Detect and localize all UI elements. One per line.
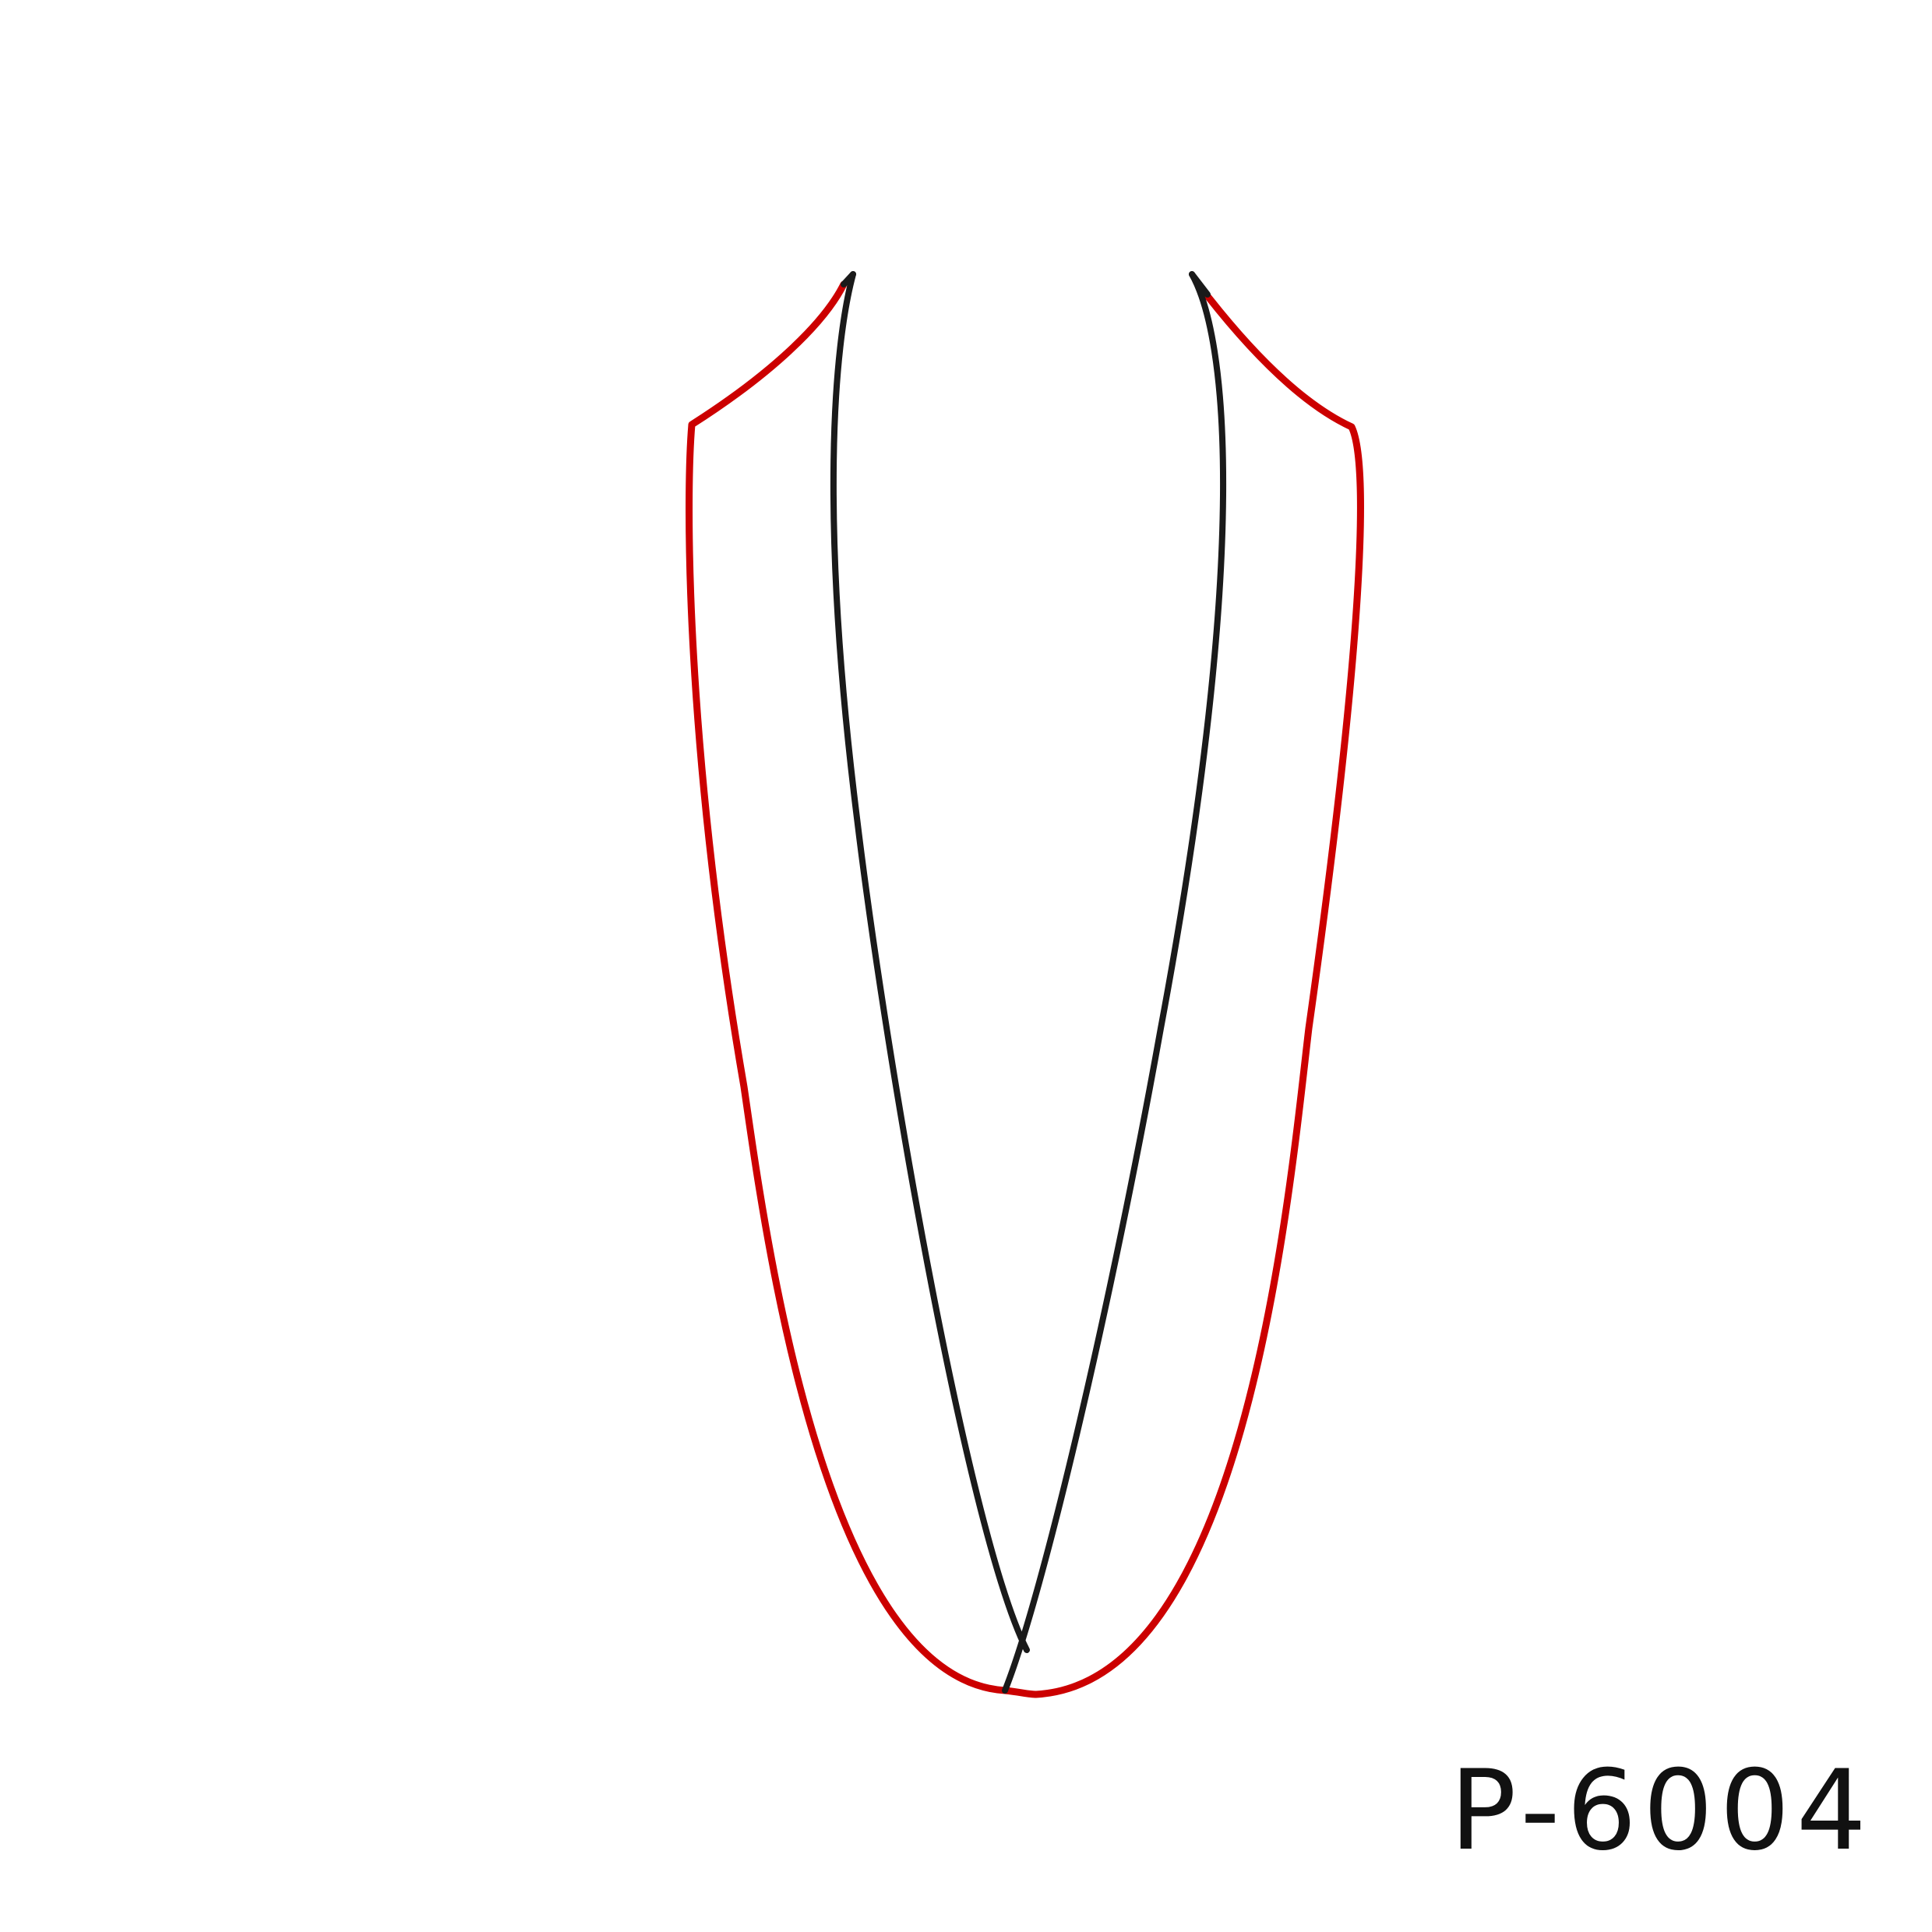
part-code-label: P-6004: [1449, 1747, 1873, 1875]
left-shoulder-corner: [841, 271, 856, 287]
outer-outline-red: [686, 280, 1364, 1698]
right-shoulder-corner: [1189, 271, 1211, 298]
inner-line-left-black: [830, 271, 1030, 1653]
inner-line-right-black: [1002, 271, 1227, 1694]
